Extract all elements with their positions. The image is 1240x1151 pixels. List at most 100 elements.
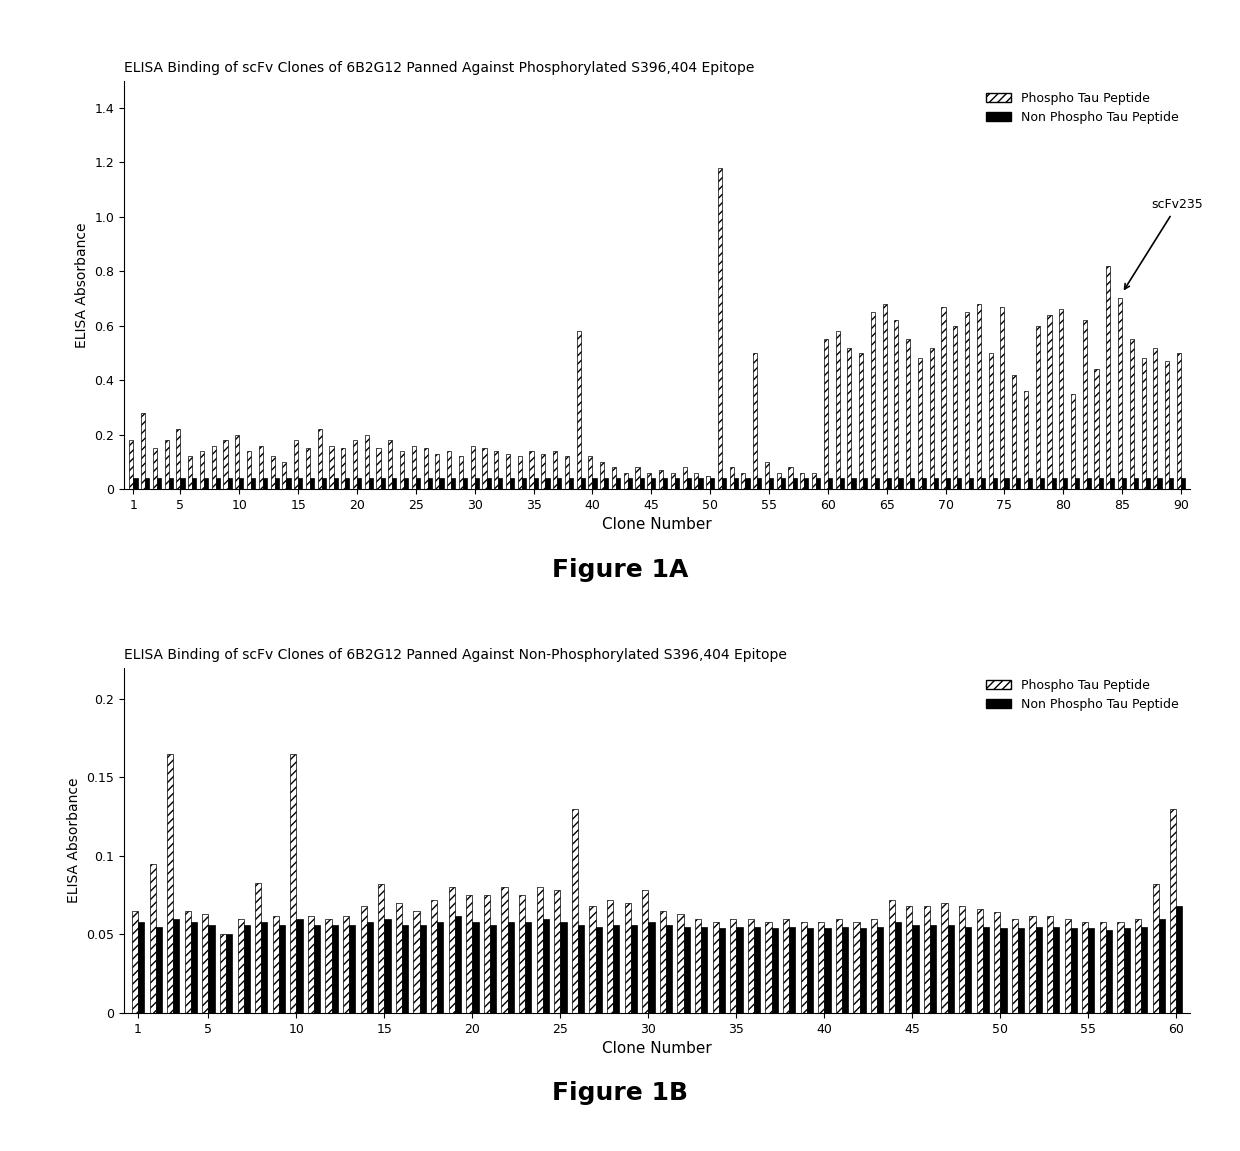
Bar (614, 925, 619, 1013)
Bar (279, 925, 285, 1013)
Bar (805, 479, 808, 489)
Bar (451, 479, 455, 489)
Bar (649, 922, 655, 1013)
Bar (694, 473, 698, 489)
Bar (918, 358, 923, 489)
Bar (522, 479, 526, 489)
Bar (1100, 922, 1106, 1013)
Bar (169, 479, 172, 489)
Bar (212, 445, 216, 489)
X-axis label: Clone Number: Clone Number (603, 518, 712, 533)
Bar (1152, 884, 1158, 1013)
Bar (526, 922, 532, 1013)
Bar (219, 935, 226, 1013)
Bar (666, 925, 672, 1013)
Bar (432, 900, 438, 1013)
Bar (402, 925, 408, 1013)
Y-axis label: ELISA Absorbance: ELISA Absorbance (67, 777, 81, 904)
Bar (290, 754, 296, 1013)
Bar (718, 168, 722, 489)
Y-axis label: ELISA Absorbance: ELISA Absorbance (74, 222, 89, 348)
Bar (758, 479, 761, 489)
Bar (687, 479, 691, 489)
Bar (413, 910, 419, 1013)
Bar (419, 925, 425, 1013)
Bar (572, 809, 578, 1013)
Bar (682, 467, 687, 489)
Bar (1024, 391, 1028, 489)
Bar (150, 863, 156, 1013)
Bar (174, 918, 180, 1013)
Bar (941, 904, 947, 1013)
Bar (1133, 479, 1138, 489)
Bar (894, 320, 899, 489)
Legend: Phospho Tau Peptide, Non Phospho Tau Peptide: Phospho Tau Peptide, Non Phospho Tau Pep… (981, 673, 1184, 716)
Bar (486, 479, 491, 489)
Bar (1099, 479, 1102, 489)
Text: Figure 1A: Figure 1A (552, 558, 688, 581)
Bar (275, 479, 279, 489)
Bar (930, 348, 934, 489)
Bar (604, 479, 609, 489)
Bar (459, 457, 463, 489)
Bar (957, 479, 961, 489)
Bar (875, 479, 879, 489)
Bar (698, 479, 703, 489)
Bar (895, 922, 901, 1013)
Bar (836, 331, 839, 489)
Bar (578, 925, 584, 1013)
Bar (589, 906, 595, 1013)
Bar (899, 479, 903, 489)
Bar (870, 918, 877, 1013)
Bar (730, 918, 737, 1013)
Bar (947, 925, 954, 1013)
Bar (1146, 479, 1149, 489)
Bar (1089, 928, 1095, 1013)
Bar (435, 453, 439, 489)
Text: Figure 1B: Figure 1B (552, 1082, 688, 1105)
Bar (789, 467, 792, 489)
Bar (627, 479, 632, 489)
Bar (771, 928, 777, 1013)
Bar (223, 440, 228, 489)
Bar (321, 479, 326, 489)
Bar (506, 453, 510, 489)
Bar (954, 326, 957, 489)
Bar (557, 479, 562, 489)
Bar (484, 895, 490, 1013)
Bar (906, 906, 913, 1013)
Bar (308, 915, 314, 1013)
Bar (543, 918, 549, 1013)
Bar (343, 915, 350, 1013)
Bar (983, 927, 990, 1013)
Bar (141, 413, 145, 489)
Bar (934, 479, 937, 489)
Bar (816, 479, 820, 489)
Bar (334, 479, 337, 489)
Bar (1110, 479, 1115, 489)
Bar (965, 927, 971, 1013)
Bar (765, 922, 771, 1013)
Bar (877, 927, 883, 1013)
Bar (1095, 369, 1099, 489)
Bar (737, 927, 743, 1013)
Bar (588, 457, 593, 489)
Bar (748, 918, 754, 1013)
Bar (595, 927, 601, 1013)
Bar (1118, 298, 1122, 489)
Bar (781, 479, 785, 489)
Bar (1063, 479, 1068, 489)
Bar (131, 910, 138, 1013)
Bar (913, 925, 919, 1013)
Bar (317, 429, 321, 489)
X-axis label: Clone Number: Clone Number (603, 1042, 712, 1057)
Bar (273, 915, 279, 1013)
Bar (361, 906, 367, 1013)
Bar (345, 479, 350, 489)
Bar (706, 475, 711, 489)
Bar (263, 479, 267, 489)
Bar (560, 922, 567, 1013)
Bar (994, 913, 1001, 1013)
Bar (842, 927, 848, 1013)
Bar (463, 479, 467, 489)
